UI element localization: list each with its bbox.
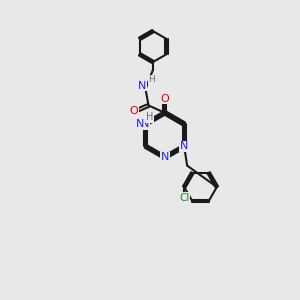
Text: H: H [148,75,155,84]
Text: N: N [180,141,188,151]
Text: N: N [136,119,144,129]
Text: N: N [161,152,169,162]
Text: O: O [129,106,138,116]
Text: Cl: Cl [179,193,189,203]
Text: H: H [146,112,154,122]
Text: N: N [141,119,150,129]
Text: N: N [138,80,146,91]
Text: O: O [160,94,169,104]
